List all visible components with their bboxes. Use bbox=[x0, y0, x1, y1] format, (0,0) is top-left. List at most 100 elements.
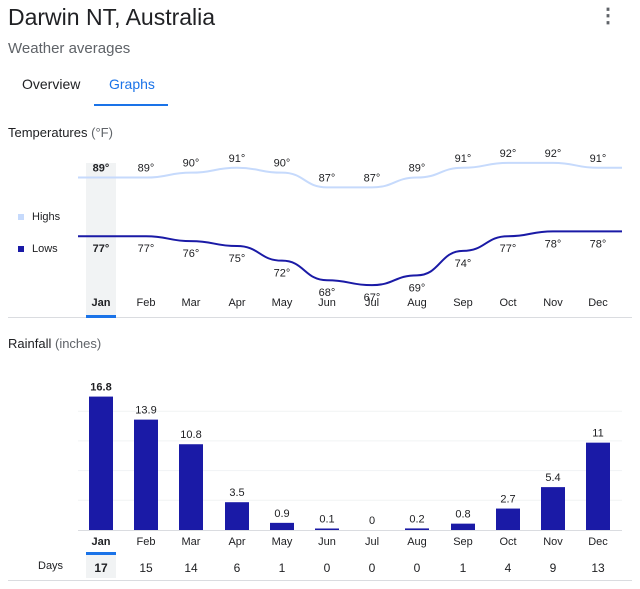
days-label: Days bbox=[38, 560, 64, 572]
rain-month-label-dec: Dec bbox=[588, 536, 608, 548]
temperatures-unit: (°F) bbox=[91, 125, 113, 140]
rain-days-sep: 1 bbox=[460, 561, 467, 575]
rainfall-bar-dec bbox=[586, 442, 610, 530]
lows-label-nov: 78° bbox=[545, 238, 562, 250]
lows-label-jul: 67° bbox=[364, 292, 381, 304]
legend-lows-label: Lows bbox=[32, 243, 58, 255]
rainfall-value-mar: 10.8 bbox=[180, 429, 201, 441]
highs-label-nov: 92° bbox=[545, 148, 562, 160]
legend-highs-swatch bbox=[18, 214, 24, 220]
more-vert-icon[interactable]: ⋮ bbox=[598, 5, 618, 27]
temperatures-label: Temperatures bbox=[8, 125, 88, 140]
highs-label-aug: 89° bbox=[409, 163, 426, 175]
rainfall-bar-jan bbox=[89, 396, 113, 530]
highs-label-jan: 89° bbox=[93, 163, 110, 175]
lows-label-apr: 75° bbox=[229, 253, 246, 265]
rain-month-label-may: May bbox=[272, 536, 293, 548]
rainfall-bar-aug bbox=[405, 528, 429, 530]
rain-days-dec: 13 bbox=[591, 561, 605, 575]
rainfall-value-oct: 2.7 bbox=[500, 494, 515, 506]
highs-label-sep: 91° bbox=[455, 153, 472, 165]
lows-label-oct: 77° bbox=[500, 243, 517, 255]
temp-month-label-aug: Aug bbox=[407, 297, 427, 309]
temp-month-label-nov: Nov bbox=[543, 297, 563, 309]
highs-label-mar: 90° bbox=[183, 158, 200, 170]
highs-label-oct: 92° bbox=[500, 148, 517, 160]
rainfall-heading: Rainfall (inches) bbox=[8, 336, 101, 351]
rainfall-bar-oct bbox=[496, 508, 520, 530]
temp-month-label-apr: Apr bbox=[228, 297, 245, 309]
rainfall-value-jun: 0.1 bbox=[319, 514, 334, 526]
rain-days-jun: 0 bbox=[324, 561, 331, 575]
rain-month-label-feb: Feb bbox=[137, 536, 156, 548]
rain-days-jul: 0 bbox=[369, 561, 376, 575]
page-title: Darwin NT, Australia bbox=[8, 4, 216, 30]
rainfall-bar-feb bbox=[134, 419, 158, 530]
rain-days-apr: 6 bbox=[234, 561, 241, 575]
rain-days-oct: 4 bbox=[505, 561, 512, 575]
lows-label-sep: 74° bbox=[455, 258, 472, 270]
highs-line bbox=[77, 161, 622, 189]
selected-month-highlight bbox=[86, 163, 116, 315]
highs-label-apr: 91° bbox=[229, 153, 246, 165]
legend-lows-swatch bbox=[18, 246, 24, 252]
days-selected-highlight bbox=[86, 552, 116, 578]
rain-days-nov: 9 bbox=[550, 561, 557, 575]
rain-month-label-jul: Jul bbox=[365, 536, 379, 548]
legend-highs-label: Highs bbox=[32, 211, 61, 223]
rainfall-value-sep: 0.8 bbox=[455, 509, 470, 521]
rainfall-bar-may bbox=[270, 522, 294, 530]
highs-label-jul: 87° bbox=[364, 172, 381, 184]
lows-label-aug: 69° bbox=[409, 282, 426, 294]
lows-label-may: 72° bbox=[274, 268, 291, 280]
tab-overview[interactable]: Overview bbox=[22, 76, 81, 92]
rainfall-value-aug: 0.2 bbox=[409, 513, 424, 525]
rain-days-may: 1 bbox=[279, 561, 286, 575]
rainfall-value-may: 0.9 bbox=[274, 508, 289, 520]
temp-month-label-dec: Dec bbox=[588, 297, 608, 309]
highs-label-feb: 89° bbox=[138, 163, 155, 175]
selected-month-indicator bbox=[86, 315, 116, 318]
rain-month-label-oct: Oct bbox=[499, 536, 516, 548]
temp-month-label-sep: Sep bbox=[453, 297, 473, 309]
temp-month-label-feb: Feb bbox=[137, 297, 156, 309]
rainfall-value-nov: 5.4 bbox=[545, 472, 560, 484]
rainfall-bar-nov bbox=[541, 487, 565, 530]
lows-label-dec: 78° bbox=[590, 238, 607, 250]
temp-month-label-mar: Mar bbox=[182, 297, 201, 309]
rainfall-bar-apr bbox=[225, 502, 249, 530]
rain-days-mar: 14 bbox=[184, 561, 198, 575]
days-selected-indicator bbox=[86, 552, 116, 555]
rain-days-aug: 0 bbox=[414, 561, 421, 575]
rain-month-label-sep: Sep bbox=[453, 536, 473, 548]
temperatures-heading: Temperatures (°F) bbox=[8, 125, 113, 140]
rainfall-value-feb: 13.9 bbox=[135, 405, 156, 417]
highs-label-jun: 87° bbox=[319, 172, 336, 184]
rainfall-label: Rainfall bbox=[8, 336, 52, 351]
rainfall-bar-sep bbox=[451, 523, 475, 530]
rain-month-label-jan: Jan bbox=[92, 536, 111, 548]
legend-highs: Highs bbox=[18, 211, 60, 223]
temperature-chart: 89° 89° 90° 91° 90° 87° 87° 89° 91° 92° 92° 91° 77° 7… bbox=[8, 148, 632, 318]
rainfall-unit: (inches) bbox=[54, 336, 102, 351]
rain-days-jan: 17 bbox=[94, 561, 108, 575]
lows-label-jun: 68° bbox=[319, 287, 336, 299]
rainfall-value-jul: 0 bbox=[369, 515, 375, 527]
lows-label-mar: 76° bbox=[183, 248, 200, 260]
rainfall-bar-jun bbox=[315, 528, 339, 530]
lows-line bbox=[78, 230, 622, 287]
rain-month-label-apr: Apr bbox=[228, 536, 245, 548]
temp-month-label-jan: Jan bbox=[92, 297, 111, 309]
lows-label-feb: 77° bbox=[138, 243, 155, 255]
tab-graphs[interactable]: Graphs bbox=[109, 76, 155, 92]
temp-month-label-jul: Jul bbox=[365, 297, 379, 309]
highs-label-dec: 91° bbox=[590, 153, 607, 165]
rainfall-value-jan: 16.8 bbox=[90, 382, 111, 394]
active-tab-indicator bbox=[94, 104, 168, 106]
rainfall-value-dec: 11 bbox=[592, 428, 603, 440]
rain-days-feb: 15 bbox=[139, 561, 153, 575]
temp-month-label-jun: Jun bbox=[318, 297, 336, 309]
rainfall-bar-mar bbox=[179, 444, 203, 530]
rain-month-label-nov: Nov bbox=[543, 536, 563, 548]
